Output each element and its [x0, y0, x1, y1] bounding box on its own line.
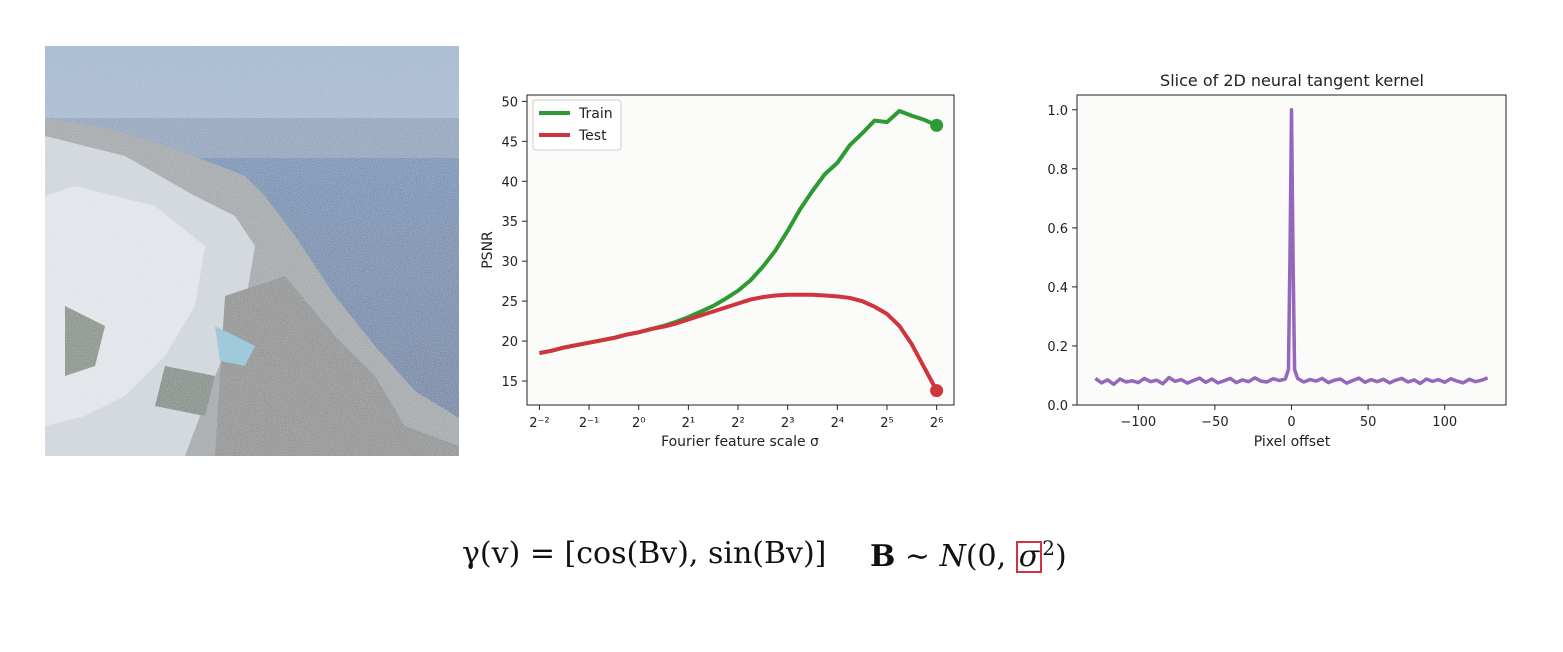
psnr-x-tick-label: 2⁻² — [529, 416, 549, 431]
ntk-x-tick-label: −50 — [1201, 415, 1228, 430]
legend-train-label: Train — [578, 106, 613, 122]
psnr-x-tick-label: 2⁶ — [930, 416, 943, 431]
psnr-x-tick-label: 2² — [731, 416, 744, 431]
ntk-x-tick-label: 50 — [1360, 415, 1377, 430]
fourier-feature-mapping-formula: γ(v) = [cos(Bv), sin(Bv)] — [462, 536, 826, 596]
psnr-y-tick-label: 35 — [501, 215, 518, 230]
psnr-legend: Train Test — [532, 99, 622, 151]
ntk-chart-title: Slice of 2D neural tangent kernel — [1160, 71, 1424, 90]
ntk-x-tick-label: 100 — [1432, 415, 1457, 430]
formula-gamma-rhs: [cos(Bv), sin(Bv)] — [564, 536, 827, 571]
psnr-series-test-end-marker — [930, 384, 944, 398]
psnr-y-tick-label: 15 — [501, 375, 518, 390]
formula-sim: ∼ — [904, 539, 931, 574]
ntk-x-axis-label: Pixel offset — [1254, 434, 1331, 450]
psnr-x-tick-label: 2⁴ — [831, 416, 844, 431]
psnr-x-tick-label: 2⁵ — [880, 416, 893, 431]
ntk-y-tick-label: 0.0 — [1047, 399, 1068, 414]
psnr-y-axis-label: PSNR — [480, 231, 496, 269]
ntk-x-tick-label: −100 — [1120, 415, 1156, 430]
ntk-y-tick-label: 0.6 — [1047, 222, 1068, 237]
formula-equals: = — [529, 536, 565, 571]
ntk-y-tick-label: 0.2 — [1047, 340, 1068, 355]
formula-gamma-lhs: γ(v) — [462, 536, 521, 571]
formula-power: 2 — [1042, 536, 1055, 560]
psnr-x-tick-label: 2⁰ — [632, 416, 645, 431]
psnr-x-tick-label: 2⁻¹ — [579, 416, 599, 431]
noisy-coastal-photo — [45, 46, 459, 456]
psnr-y-tick-label: 50 — [501, 95, 518, 110]
psnr-series-test-line — [539, 292, 939, 392]
formula-args-prefix: (0, — [965, 539, 1016, 574]
highlighted-sigma: σ — [1015, 541, 1043, 573]
psnr-series-train-end-marker — [930, 118, 944, 132]
ntk-slice-chart: Slice of 2D neural tangent kernel −100 −5… — [1030, 0, 1530, 470]
psnr-y-tick-label: 30 — [501, 255, 518, 270]
psnr-x-axis-label: Fourier feature scale σ — [661, 434, 819, 450]
ntk-y-tick-label: 1.0 — [1047, 104, 1068, 119]
psnr-y-tick-label: 25 — [501, 295, 518, 310]
psnr-y-tick-label: 40 — [501, 175, 518, 190]
psnr-x-tick-label: 2³ — [781, 416, 794, 431]
ntk-y-tick-label: 0.8 — [1047, 163, 1068, 178]
formula-b-symbol: B — [870, 539, 896, 574]
psnr-y-tick-label: 45 — [501, 135, 518, 150]
photo-drawing — [45, 46, 459, 456]
formula-close: ) — [1054, 539, 1067, 574]
formula-normal-symbol: N — [939, 539, 966, 574]
ntk-y-tick-label: 0.4 — [1047, 281, 1068, 296]
legend-test-label: Test — [578, 128, 607, 144]
b-distribution-formula: B ∼ N(0, σ 2) — [870, 536, 1067, 596]
ntk-kernel-line — [1094, 108, 1489, 387]
ntk-x-tick-label: 0 — [1287, 415, 1295, 430]
psnr-chart-svg: 2⁻² 2⁻¹ 2⁰ 2¹ 2² 2³ 2⁴ 2⁵ 2⁶ 15 20 25 30 35 40 45 50 Fo… — [480, 94, 955, 450]
ntk-chart-svg: Slice of 2D neural tangent kernel −100 −5… — [1047, 71, 1507, 450]
psnr-y-tick-label: 20 — [501, 335, 518, 350]
psnr-vs-scale-chart: 2⁻² 2⁻¹ 2⁰ 2¹ 2² 2³ 2⁴ 2⁵ 2⁶ 15 20 25 30 35 40 45 50 Fo… — [470, 0, 970, 470]
psnr-x-tick-label: 2¹ — [682, 416, 695, 431]
